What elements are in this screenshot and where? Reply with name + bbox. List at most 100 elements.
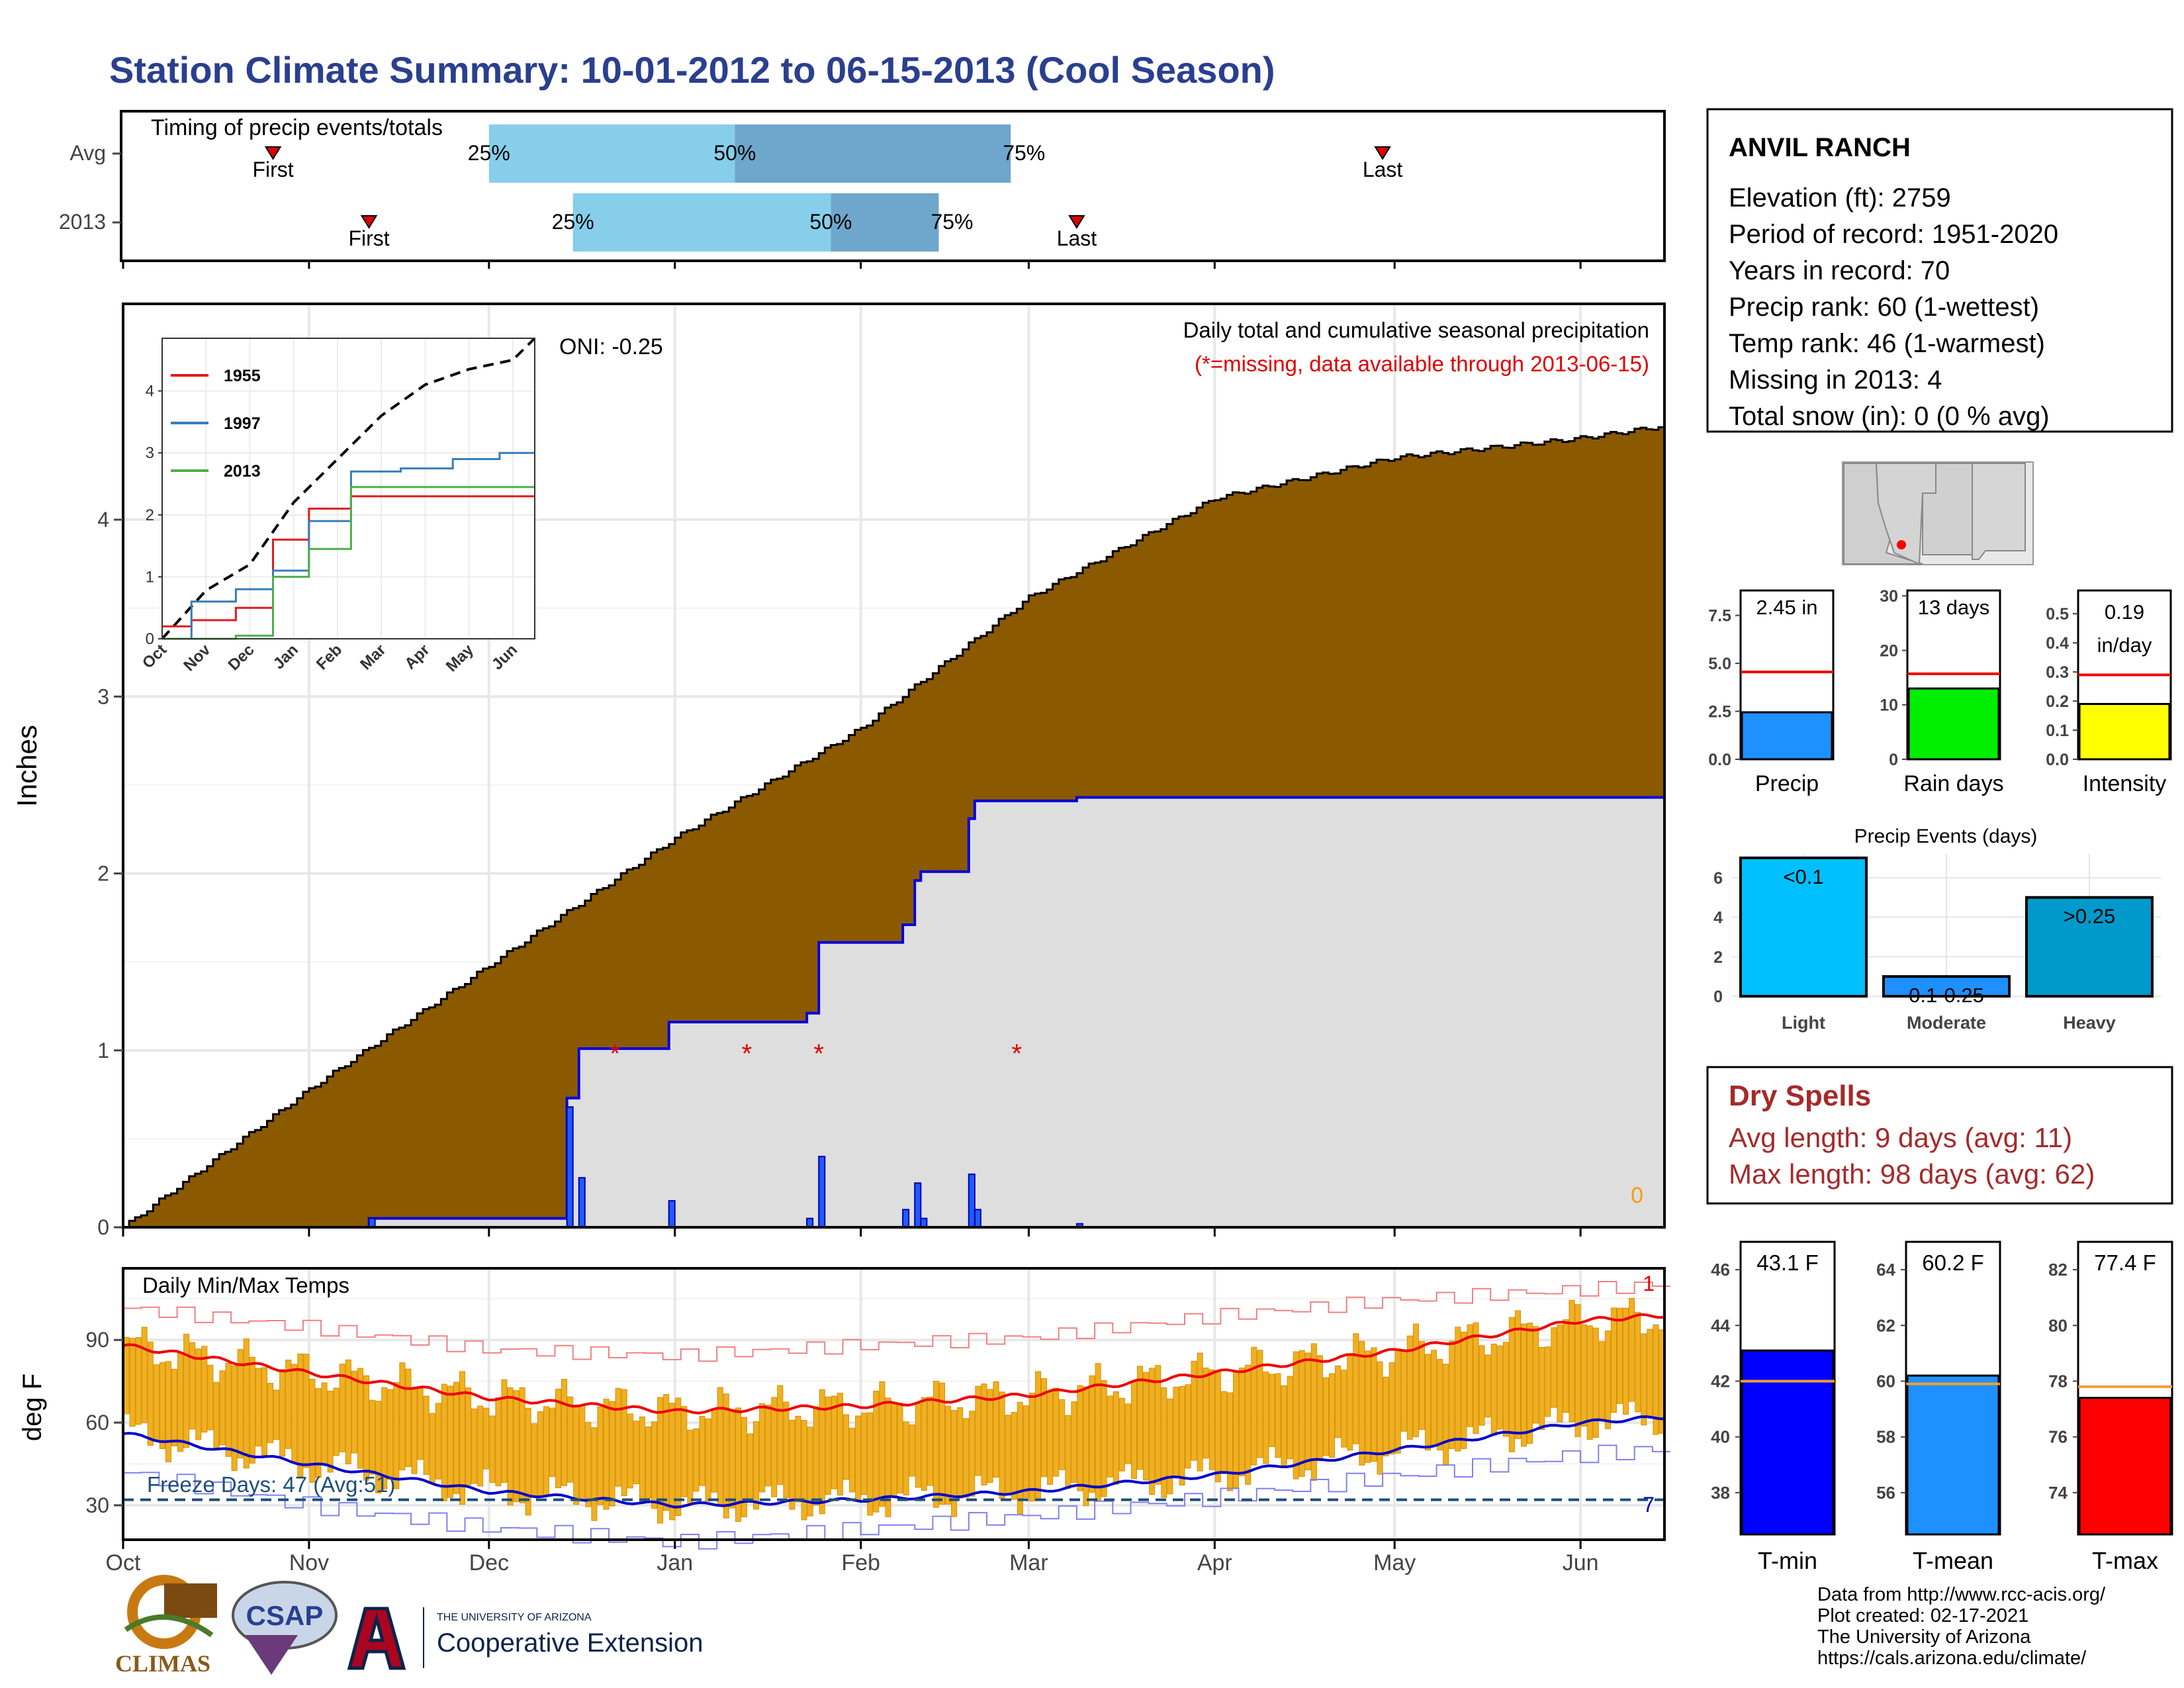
inset-ytick-label: 4 <box>146 383 154 400</box>
timing-first-label: First <box>348 226 389 250</box>
daily-temp-bar <box>999 1391 1005 1499</box>
daily-temp-bar <box>291 1364 298 1464</box>
precip-areas <box>123 424 1666 1229</box>
ua-logo: THE UNIVERSITY OF ARIZONA Cooperative Ex… <box>347 1607 703 1670</box>
daily-temp-bar <box>339 1364 345 1452</box>
events-ytick-label: 4 <box>1713 909 1723 927</box>
summary-ytick-label: 30 <box>1880 587 1898 606</box>
daily-temp-bar <box>1047 1390 1054 1485</box>
daily-temp-bar <box>1017 1401 1023 1515</box>
daily-temp-bar <box>135 1336 142 1425</box>
climas-mark <box>164 1583 217 1618</box>
daily-temp-bar <box>201 1346 208 1432</box>
events-category-label: Moderate <box>1907 1013 1986 1033</box>
daily-temp-bar <box>537 1411 543 1498</box>
temp-panel-label: Daily Min/Max Temps <box>142 1273 349 1297</box>
daily-temp-bar <box>795 1415 801 1503</box>
summary-ytick-label: 2.5 <box>1708 703 1731 722</box>
daily-precip-bar <box>668 1199 676 1229</box>
daily-temp-bar <box>963 1418 970 1498</box>
summary-category-label-0: Precip <box>1755 771 1819 796</box>
timing-bar-50-75 <box>831 193 939 252</box>
timing-bar-50-75 <box>735 124 1011 183</box>
daily-temp-bar <box>855 1415 862 1501</box>
daily-temp-bar <box>1365 1350 1371 1463</box>
daily-temp-bar <box>525 1407 531 1516</box>
daily-temp-bar <box>483 1407 490 1470</box>
daily-temp-bar <box>681 1406 688 1497</box>
precip-missing-markers: * * * * <box>610 1039 1022 1068</box>
daily-temp-bar <box>819 1389 825 1515</box>
daily-precip-bar <box>974 1209 981 1229</box>
timing-p25-label: 25% <box>552 210 594 234</box>
daily-temp-bar <box>1089 1375 1095 1493</box>
summary-ytick-label: 0.0 <box>2046 751 2069 769</box>
summary-ytick-label: 20 <box>1880 641 1898 660</box>
temp-summary-value-1: 60.2 F <box>1922 1250 1984 1275</box>
inset-avg-line <box>161 337 536 640</box>
daily-temp-bar <box>897 1403 903 1493</box>
daily-temp-bar <box>1479 1345 1485 1426</box>
daily-temp-bar <box>1473 1322 1479 1434</box>
obs-cumulative-area <box>123 797 1664 1227</box>
daily-temp-bar <box>1293 1351 1299 1479</box>
map-new-mexico <box>1972 463 2026 560</box>
csap-logo: CSAP <box>232 1581 338 1675</box>
daily-temp-bar <box>1251 1346 1257 1466</box>
daily-temp-bar <box>1071 1401 1077 1483</box>
daily-temp-bar <box>273 1389 280 1440</box>
daily-temp-bar <box>1502 1342 1509 1437</box>
temp-summary-ytick-label: 44 <box>1711 1315 1730 1335</box>
daily-temp-bar <box>915 1403 921 1488</box>
daily-temp-bar <box>645 1426 651 1499</box>
daily-temp-bar <box>1604 1330 1611 1429</box>
temp-summary-ytick-label: 60 <box>1876 1371 1895 1391</box>
station-missing: Missing in 2013: 4 <box>1729 365 1942 395</box>
x-axis-month-label: Mar <box>1009 1550 1048 1575</box>
summary-ytick-label: 0.5 <box>2046 605 2069 624</box>
temp-summary-ytick-label: 46 <box>1711 1260 1730 1280</box>
summary-value-label-2-unit: in/day <box>2097 633 2152 657</box>
temp-summary-ytick-label: 40 <box>1711 1427 1730 1447</box>
station-name: ANVIL RANCH <box>1729 133 1911 162</box>
x-axis-month-label: Oct <box>106 1550 141 1575</box>
record-low-line <box>123 1444 1671 1550</box>
temp-summary-ytick-label: 38 <box>1711 1483 1730 1503</box>
daily-temp-bar <box>1353 1333 1359 1444</box>
timing-last-marker <box>1374 146 1391 160</box>
daily-temp-bar <box>219 1370 226 1446</box>
daily-temp-bar <box>1077 1385 1083 1491</box>
daily-temp-bar <box>543 1406 549 1497</box>
daily-temp-bar <box>1023 1405 1029 1498</box>
x-axis-month-label: Dec <box>469 1550 509 1575</box>
daily-temp-bar <box>1298 1350 1305 1477</box>
timing-p50-label: 50% <box>713 141 756 165</box>
daily-temp-bar <box>507 1387 514 1506</box>
daily-temp-bar <box>519 1387 525 1503</box>
summary-value-label-0: 2.45 in <box>1756 596 1817 619</box>
precip-caption: Daily total and cumulative seasonal prec… <box>1183 318 1649 342</box>
missing-data-marker: * <box>1011 1039 1022 1068</box>
daily-temp-bar <box>1269 1374 1275 1447</box>
temp-summary-bar-0 <box>1741 1349 1835 1536</box>
daily-temp-bar <box>321 1382 328 1464</box>
missing-data-marker: * <box>742 1039 752 1068</box>
credit-line-2: Plot created: 02-17-2021 <box>1817 1605 2028 1626</box>
daily-temp-bar <box>1316 1355 1323 1462</box>
daily-temp-bar <box>555 1388 562 1489</box>
daily-temp-bar <box>1412 1323 1419 1437</box>
daily-temp-bar <box>1167 1398 1173 1495</box>
daily-temp-bar <box>1610 1307 1617 1413</box>
daily-temp-bar <box>765 1405 772 1487</box>
daily-temp-bar <box>225 1362 232 1457</box>
footer-logos: CLIMAS CSAP THE UNIVERSITY OF ARIZONA Co… <box>115 1575 703 1677</box>
x-axis-month-label: Feb <box>841 1550 880 1575</box>
ua-big-text: Cooperative Extension <box>437 1628 703 1658</box>
daily-temp-bar <box>705 1418 711 1502</box>
daily-temp-bar <box>1592 1327 1599 1438</box>
events-bar-label: <0.1 <box>1783 865 1823 888</box>
temp-daily-bars <box>123 1297 1665 1524</box>
daily-temp-bar <box>1118 1397 1125 1472</box>
precip-ytick-label: 2 <box>97 862 109 886</box>
temp-summary-ytick-label: 74 <box>2048 1483 2068 1503</box>
